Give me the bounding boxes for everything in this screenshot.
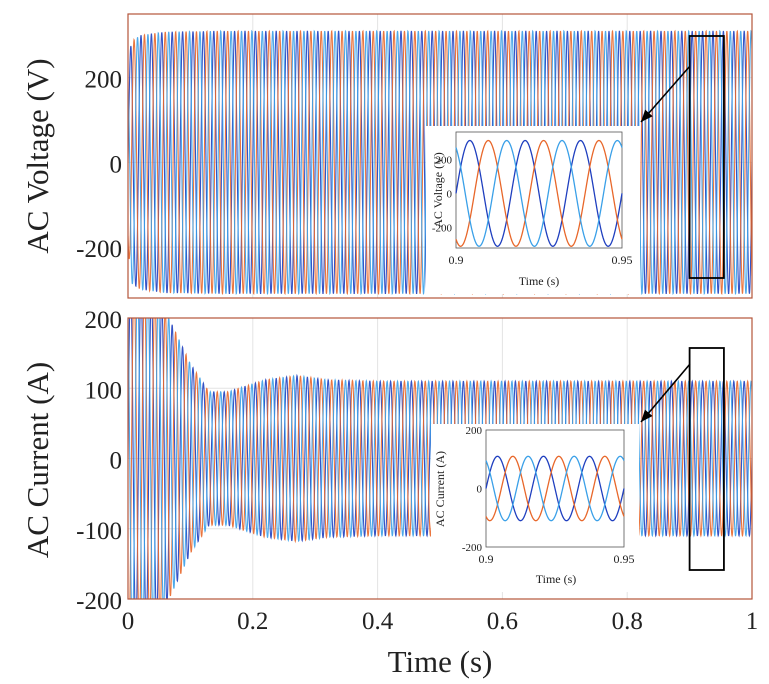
current-y-ticks: 200 100 0 -100 -200 (76, 307, 122, 615)
current-inset-waveforms (485, 455, 625, 522)
voltage-y-axis-label: AC Voltage (V) (20, 58, 55, 253)
y-tick-label: -200 (76, 236, 122, 263)
inset-y-tick-label: 0 (447, 188, 453, 200)
current-inset-x-axis-label: Time (s) (536, 572, 577, 586)
voltage-inset-y-axis-label: AC Voltage (V) (431, 152, 445, 228)
voltage-plot-frame (127, 13, 753, 299)
x-tick-label: 0.8 (612, 608, 643, 635)
x-tick-label: 1 (746, 608, 759, 635)
y-tick-label: 100 (85, 377, 123, 404)
inset-y-tick-label: 200 (436, 154, 453, 166)
inset-y-tick-label: 200 (466, 425, 483, 437)
y-tick-label: -200 (76, 588, 122, 615)
inset-x-tick-label: 0.9 (449, 253, 464, 267)
y-tick-label: -100 (76, 518, 122, 545)
current-inset-arrowhead (641, 409, 653, 422)
inset-x-tick-label: 0.95 (614, 552, 635, 566)
current-inset-y-ticks: 200 0 -200 (462, 425, 483, 554)
current-y-axis-label: AC Current (A) (20, 362, 55, 558)
inset-series-line-phase-3 (485, 455, 625, 522)
voltage-panel: 200 0 -200 AC Voltage (V) 200 0 -200 0.9 0.95… (20, 13, 753, 299)
inset-series-line-phase-1 (485, 455, 625, 522)
current-inset-x-ticks: 0.9 0.95 (479, 552, 635, 566)
inset-y-tick-label: -200 (462, 542, 483, 554)
inset-x-tick-label: 0.95 (612, 253, 633, 267)
voltage-inset-arrow (640, 65, 691, 123)
current-inset: 200 0 -200 0.9 0.95 AC Current (A) Time (s) (431, 424, 639, 592)
inset-series-line-phase-2 (455, 139, 623, 247)
current-inset-y-axis-label: AC Current (A) (433, 451, 447, 527)
x-tick-label: 0.6 (487, 608, 518, 635)
voltage-inset-waveforms (455, 139, 623, 247)
current-plot-frame (127, 317, 753, 600)
current-panel: 200 100 0 -100 -200 0 0.2 0.4 0.6 0.8 1 AC Curren… (20, 307, 759, 679)
x-tick-label: 0 (122, 608, 135, 635)
voltage-highlight-window (688, 35, 725, 279)
y-tick-label: 200 (85, 307, 123, 334)
series-line-phase-3 (128, 318, 752, 599)
voltage-y-ticks: 200 0 -200 (76, 67, 122, 264)
x-tick-label: 0.4 (362, 608, 394, 635)
inset-series-line-phase-1 (455, 139, 623, 247)
current-highlight-window (688, 347, 725, 571)
y-tick-label: 0 (110, 151, 123, 178)
y-tick-label: 0 (110, 448, 123, 475)
inset-x-tick-label: 0.9 (479, 552, 494, 566)
voltage-inset-arrowhead (641, 109, 653, 122)
series-line-phase-3 (128, 29, 752, 295)
x-axis-label: Time (s) (388, 644, 493, 679)
inset-y-tick-label: 0 (477, 484, 483, 496)
y-tick-label: 200 (85, 67, 123, 94)
inset-series-line-phase-2 (485, 455, 625, 522)
current-x-ticks: 0 0.2 0.4 0.6 0.8 1 (122, 608, 759, 635)
voltage-inset: 200 0 -200 0.9 0.95 AC Voltage (V) Time (s) (426, 126, 640, 294)
voltage-inset-y-ticks: 200 0 -200 (432, 154, 453, 234)
inset-y-tick-label: -200 (432, 223, 453, 235)
current-inset-arrow (640, 363, 691, 423)
x-tick-label: 0.2 (237, 608, 268, 635)
voltage-inset-x-ticks: 0.9 0.95 (449, 253, 633, 267)
inset-series-line-phase-3 (455, 139, 623, 247)
voltage-inset-x-axis-label: Time (s) (519, 274, 560, 288)
